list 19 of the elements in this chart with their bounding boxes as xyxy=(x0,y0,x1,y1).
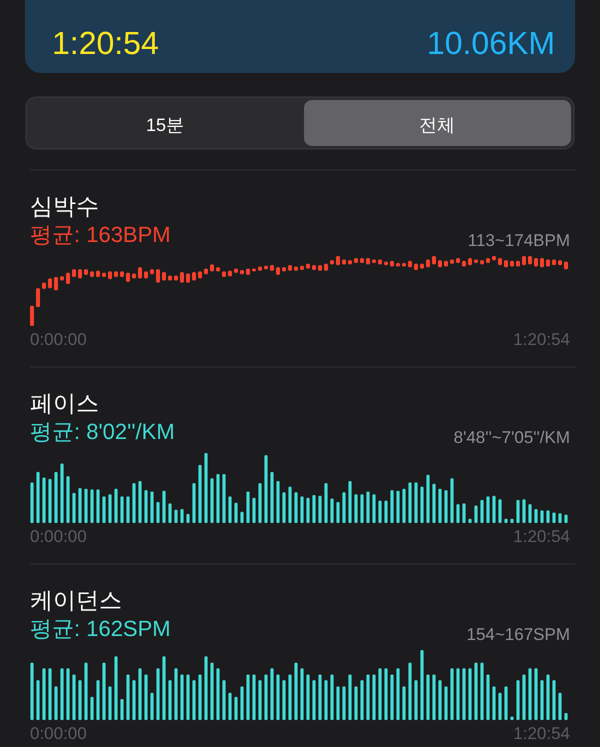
chart-title: 심박수 xyxy=(30,193,99,219)
text: 1:20:54 xyxy=(513,330,570,349)
text: 113~174BPM xyxy=(468,231,570,250)
text: 0:00:00 xyxy=(30,527,87,546)
text: 0:00:00 xyxy=(30,724,87,743)
chart-subtitle: 평균: 163BPM xyxy=(30,222,171,247)
text: 1:20:54 xyxy=(513,527,570,546)
chart-title: 페이스 xyxy=(30,390,99,416)
text: 0:00:00 xyxy=(30,330,87,349)
text: 1:20:54 xyxy=(52,25,159,61)
text: 10.06KM xyxy=(426,25,555,61)
text: 8'48''~7'05''/KM xyxy=(454,428,570,447)
chart-title: 케이던스 xyxy=(30,587,122,613)
text: 전체 xyxy=(419,115,455,135)
text: 154~167SPM xyxy=(466,625,570,644)
text: 1:20:54 xyxy=(513,724,570,743)
text: 15분 xyxy=(146,115,184,135)
chart-subtitle: 평균: 8'02''/KM xyxy=(30,419,175,444)
chart-subtitle: 평균: 162SPM xyxy=(30,616,171,641)
